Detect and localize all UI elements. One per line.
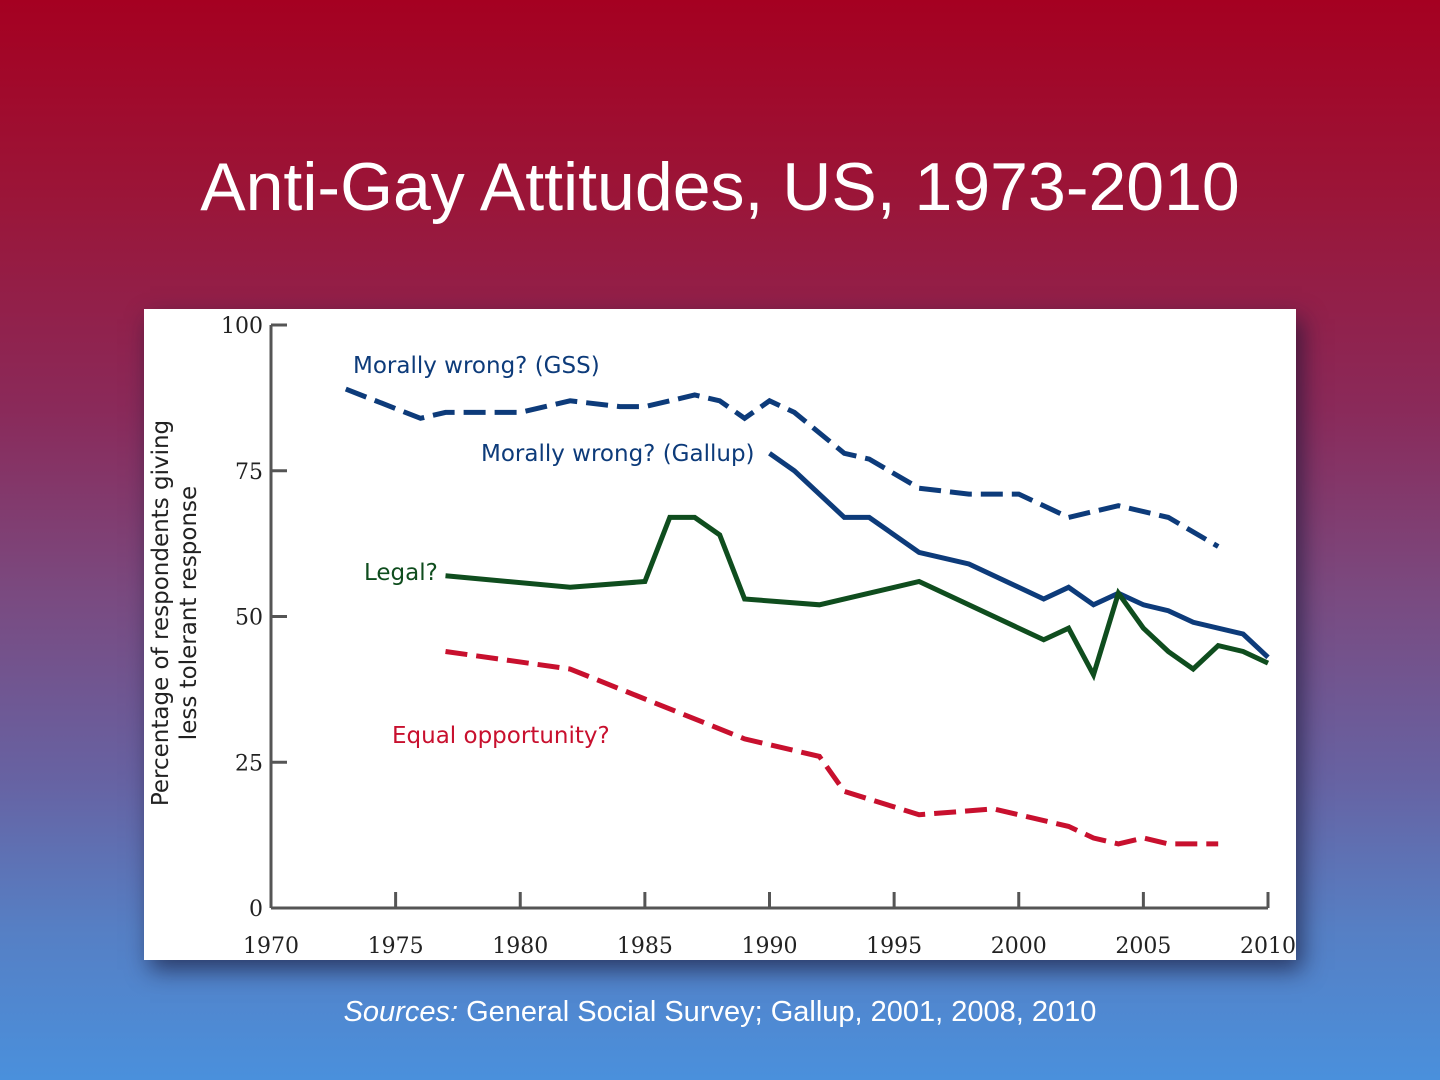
x-tick-label: 1985 <box>617 934 673 959</box>
chart-panel: 0 25 50 75 100 1970 1975 1980 1985 1990 1995 2000 20… <box>144 309 1296 960</box>
line-chart: 0 25 50 75 100 1970 1975 1980 1985 1990 1995 2000 20… <box>148 314 1296 959</box>
x-tick-label: 1970 <box>243 934 299 959</box>
y-axis-label-line-2: less tolerant response <box>176 486 202 740</box>
x-tick-label: 1975 <box>368 934 424 959</box>
y-tick-label: 25 <box>235 751 263 776</box>
sources-caption: Sources: General Social Survey; Gallup, … <box>0 996 1440 1029</box>
series-line-2 <box>445 514 1270 682</box>
series-label-0: Morally wrong? (GSS) <box>353 353 600 379</box>
series-label-2: Legal? <box>364 560 438 586</box>
series-label-1: Morally wrong? (Gallup) <box>481 441 755 467</box>
x-tick-label: 1980 <box>492 934 548 959</box>
y-tick-label: 75 <box>235 460 263 485</box>
sources-prefix: Sources: <box>343 996 459 1028</box>
x-tick-label: 1990 <box>742 934 798 959</box>
y-tick-label: 100 <box>221 314 263 339</box>
series-label-3: Equal opportunity? <box>392 723 610 749</box>
x-tick-label: 2010 <box>1240 934 1296 959</box>
y-axis-label-line-1: Percentage of respondents giving <box>148 420 174 806</box>
slide-title: Anti-Gay Attitudes, US, 1973-2010 <box>200 149 1240 225</box>
x-tick-label: 2000 <box>991 934 1047 959</box>
series-line-0 <box>344 386 1220 549</box>
y-tick-label: 50 <box>235 606 263 631</box>
x-tick-label: 1995 <box>866 934 922 959</box>
y-tick-label: 0 <box>249 897 263 922</box>
x-tick-label: 2005 <box>1115 934 1171 959</box>
sources-text: General Social Survey; Gallup, 2001, 200… <box>458 996 1097 1028</box>
